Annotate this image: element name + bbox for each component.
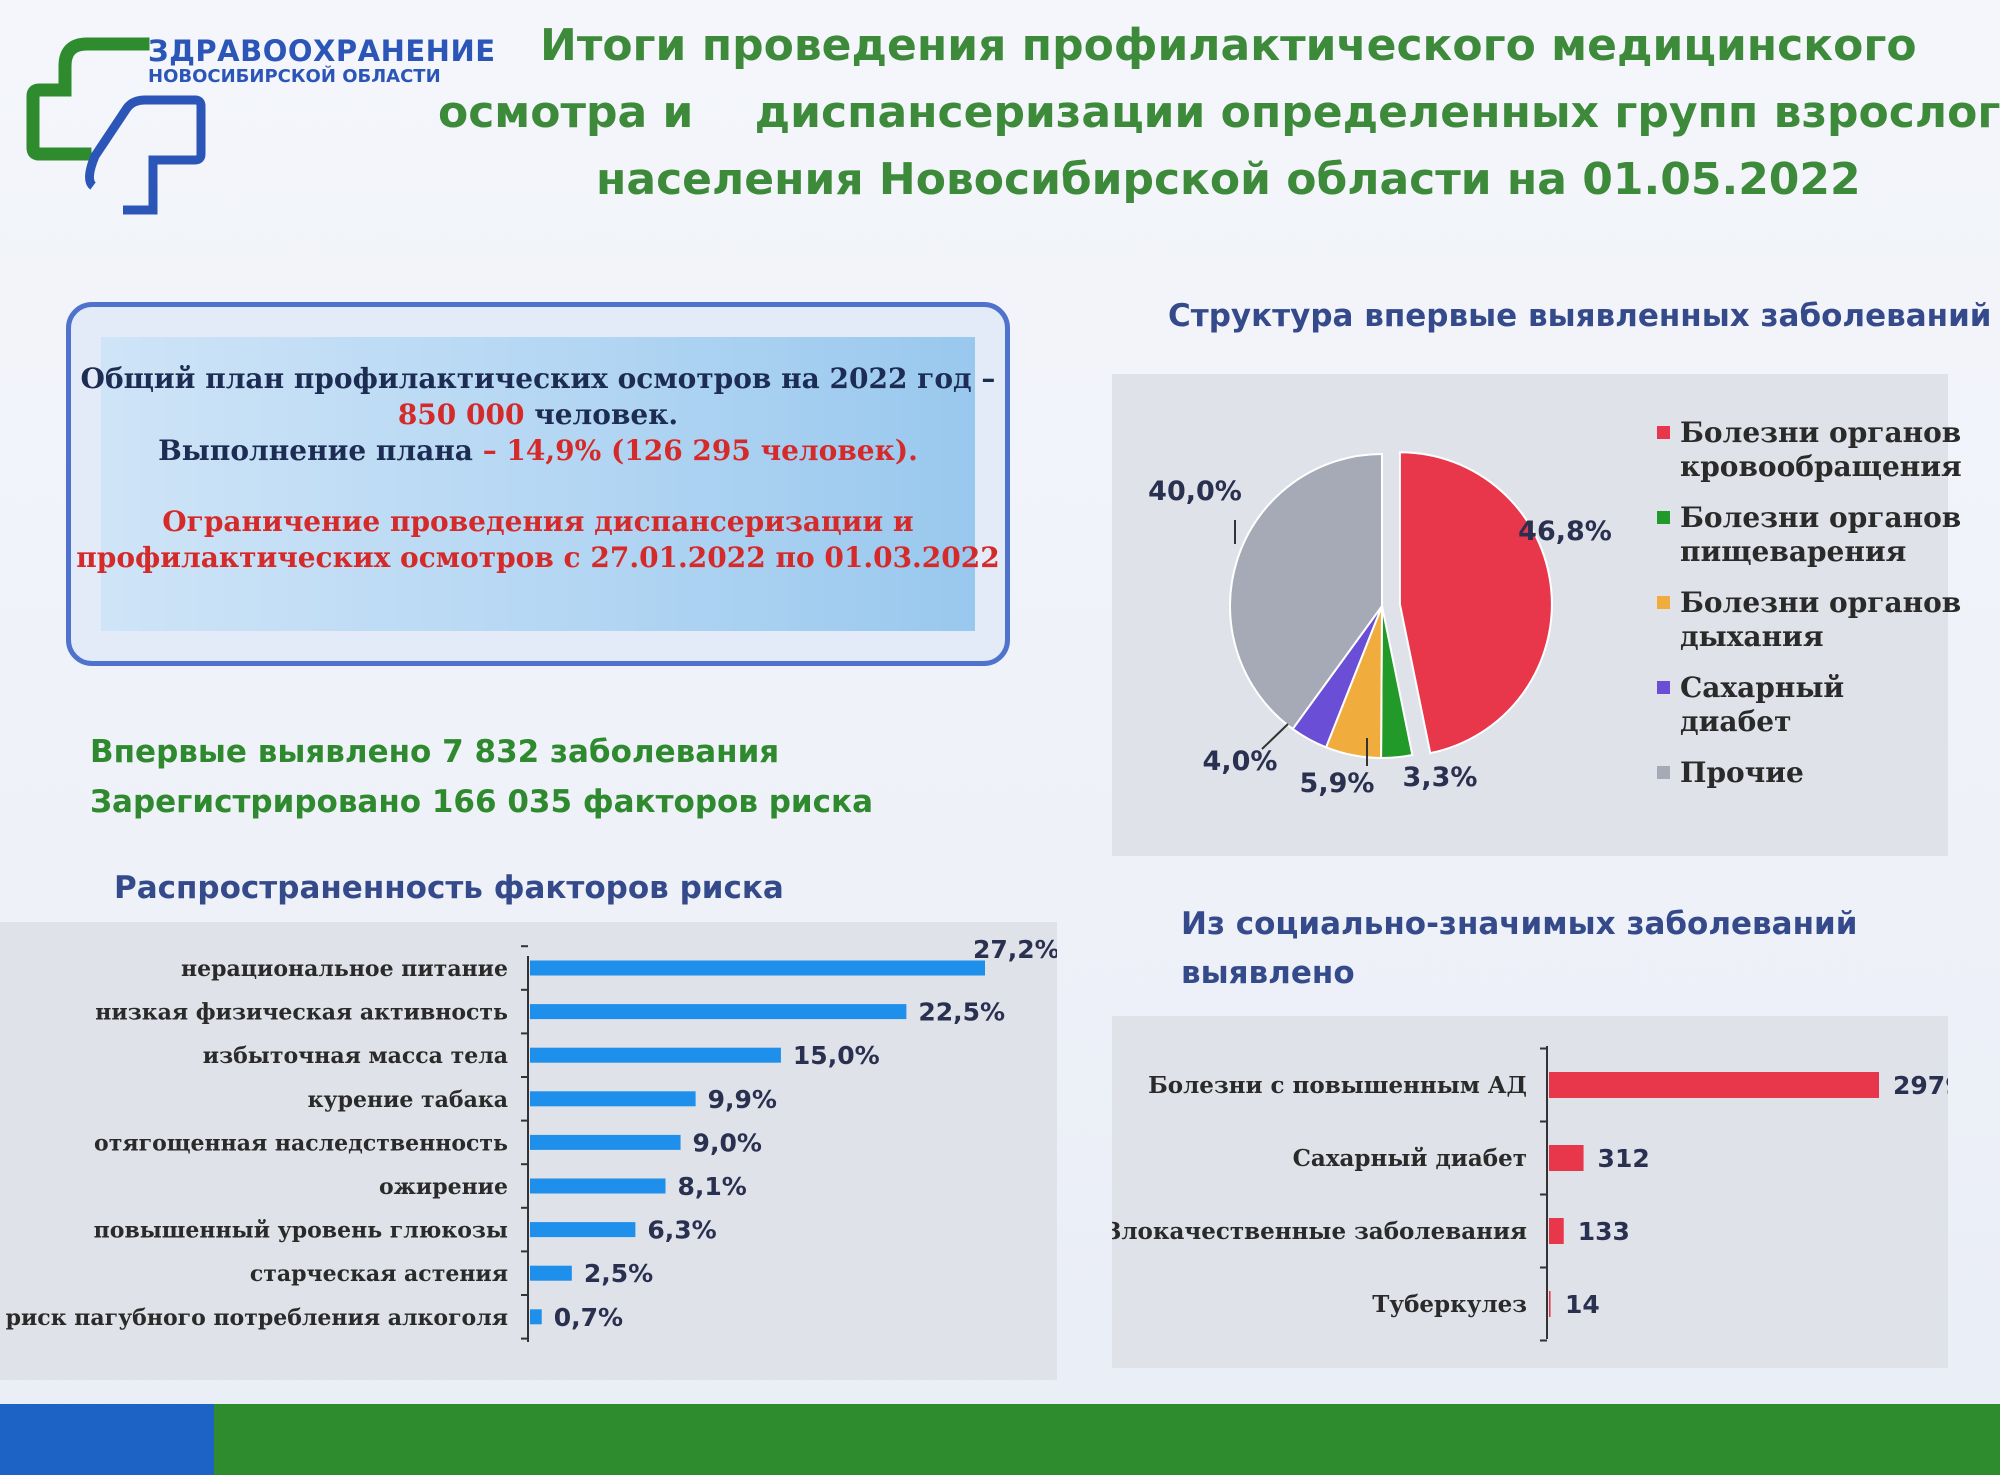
risk-category-label: старческая астения (250, 1261, 508, 1287)
social-bar (1549, 1218, 1564, 1244)
risk-value-label: 2,5% (584, 1259, 653, 1288)
pie-slice (1229, 452, 1383, 731)
legend-swatch (1657, 681, 1670, 694)
risk-category-label: избыточная масса тела (203, 1043, 508, 1069)
risk-bar (530, 1091, 696, 1107)
legend-swatch (1657, 596, 1670, 609)
risk-category-label: ожирение (379, 1174, 508, 1200)
social-chart-title-1: Из социально-значимых заболеваний (1181, 906, 1858, 942)
social-bar (1549, 1072, 1879, 1098)
legend-swatch (1657, 766, 1670, 779)
plan-line-2: 850 000 человек. (71, 398, 1005, 431)
risk-value-label: 27,2% (973, 935, 1057, 964)
social-bar (1549, 1291, 1551, 1317)
pie-chart: 46,8% 3,3% 5,9% 4,0% 40,0% (1148, 451, 1612, 799)
pie-slice-value-label: 3,3% (1403, 762, 1478, 793)
social-value-label: 133 (1578, 1217, 1630, 1246)
plan-total-value: 850 000 (397, 398, 525, 431)
risk-category-label: нерациональное питание (181, 956, 508, 982)
social-bar-chart: Болезни с повышенным АД 2979 Сахарный диаб… (1105, 1046, 1963, 1342)
risk-bar (530, 1178, 666, 1194)
social-category-label: Сахарный диабет (1293, 1145, 1527, 1172)
risk-bar (530, 1134, 681, 1150)
page-title-line-2: осмотра и диспансеризации определенных г… (438, 87, 2000, 138)
restriction-line-2: профилактических осмотров с 27.01.2022 п… (76, 541, 1000, 574)
risk-value-label: 6,3% (647, 1216, 716, 1245)
pie-chart-title: Структура впервые выявленных заболеваний (1168, 298, 1992, 334)
pie-slice-value-label: 40,0% (1148, 476, 1242, 507)
legend-swatch (1657, 426, 1670, 439)
risk-bar (530, 1004, 907, 1020)
footer-blue-bar (0, 1404, 214, 1475)
risk-category-label: низкая физическая активность (95, 1000, 508, 1026)
social-category-label: Злокачественные заболевания (1112, 1218, 1527, 1245)
plan-line-1: Общий план профилактических осмотров на … (80, 362, 996, 395)
risk-category-label: повышенный уровень глюкозы (94, 1218, 508, 1244)
logo-subtitle: НОВОСИБИРСКОЙ ОБЛАСТИ (148, 66, 441, 87)
risk-chart-panel: нерациональное питание 27,2% низкая физиче… (0, 922, 1060, 1380)
legend-label: Болезни органов дыхания (1680, 586, 1962, 653)
plan-info-inner (101, 337, 975, 631)
legend-label: Прочие (1680, 756, 1804, 789)
pie-slice-value-label: 4,0% (1203, 746, 1278, 777)
risk-category-label: отягощенная наследственность (94, 1130, 508, 1156)
social-value-label: 2979 (1893, 1071, 1948, 1100)
risk-bar (530, 1047, 781, 1063)
social-chart-panel: Болезни с повышенным АД 2979 Сахарный диаб… (1105, 1016, 1963, 1368)
risk-value-label: 22,5% (918, 998, 1005, 1027)
risk-value-label: 9,0% (693, 1128, 762, 1157)
risk-bar (530, 1309, 542, 1325)
pie-chart-panel: 46,8% 3,3% 5,9% 4,0% 40,0% Болезни органов к… (1112, 374, 1962, 856)
pie-slice (1398, 451, 1553, 755)
registered-risk-stat: Зарегистрировано 166 035 факторов риска (90, 784, 873, 820)
plan-execution-label: Выполнение плана (158, 434, 483, 467)
pie-slice-value-label: 5,9% (1300, 768, 1375, 799)
risk-bar-chart: нерациональное питание 27,2% низкая физиче… (6, 935, 1060, 1342)
social-value-label: 312 (1598, 1144, 1650, 1173)
legend-label: Сахарный диабет (1680, 671, 1845, 738)
social-bar (1549, 1145, 1584, 1171)
plan-info-box: Общий план профилактических осмотров на … (66, 302, 1010, 666)
risk-bar (530, 1222, 636, 1238)
social-value-label: 14 (1565, 1290, 1600, 1319)
page-title-line-3: населения Новосибирской области на 01.05… (596, 154, 1861, 205)
risk-value-label: 8,1% (677, 1172, 746, 1201)
pie-slice-value-label: 46,8% (1518, 516, 1612, 547)
page-title-line-1: Итоги проведения профилактического медиц… (540, 20, 1917, 71)
risk-category-label: риск пагубного потребления алкоголя (6, 1305, 508, 1331)
risk-value-label: 9,9% (708, 1085, 777, 1114)
risk-chart-title: Распространенность факторов риска (114, 870, 784, 906)
social-category-label: Туберкулез (1372, 1291, 1527, 1318)
risk-bar (530, 1265, 572, 1281)
risk-value-label: 15,0% (793, 1041, 880, 1070)
plan-total-unit: человек. (524, 398, 679, 431)
social-chart-title-2: выявлено (1181, 955, 1355, 991)
plan-line-3: Выполнение плана – 14,9% (126 295 челове… (71, 434, 1005, 467)
pie-leader-line (1261, 723, 1289, 750)
logo-icon (26, 37, 206, 215)
footer-green-bar (214, 1404, 2000, 1475)
legend-label: Болезни органов пищеварения (1680, 501, 1962, 568)
legend-label: Болезни органов кровообращения (1680, 416, 1962, 483)
risk-bar (530, 960, 985, 976)
restriction-line-1: Ограничение проведения диспансеризации и (162, 505, 914, 538)
legend-swatch (1657, 511, 1670, 524)
risk-value-label: 0,7% (554, 1303, 623, 1332)
risk-category-label: курение табака (308, 1087, 508, 1113)
first-detected-stat: Впервые выявлено 7 832 заболевания (90, 734, 780, 770)
plan-execution-value: – 14,9% (126 295 человек). (482, 434, 918, 467)
social-category-label: Болезни с повышенным АД (1148, 1072, 1527, 1099)
logo-title: ЗДРАВООХРАНЕНИЕ (148, 34, 496, 68)
